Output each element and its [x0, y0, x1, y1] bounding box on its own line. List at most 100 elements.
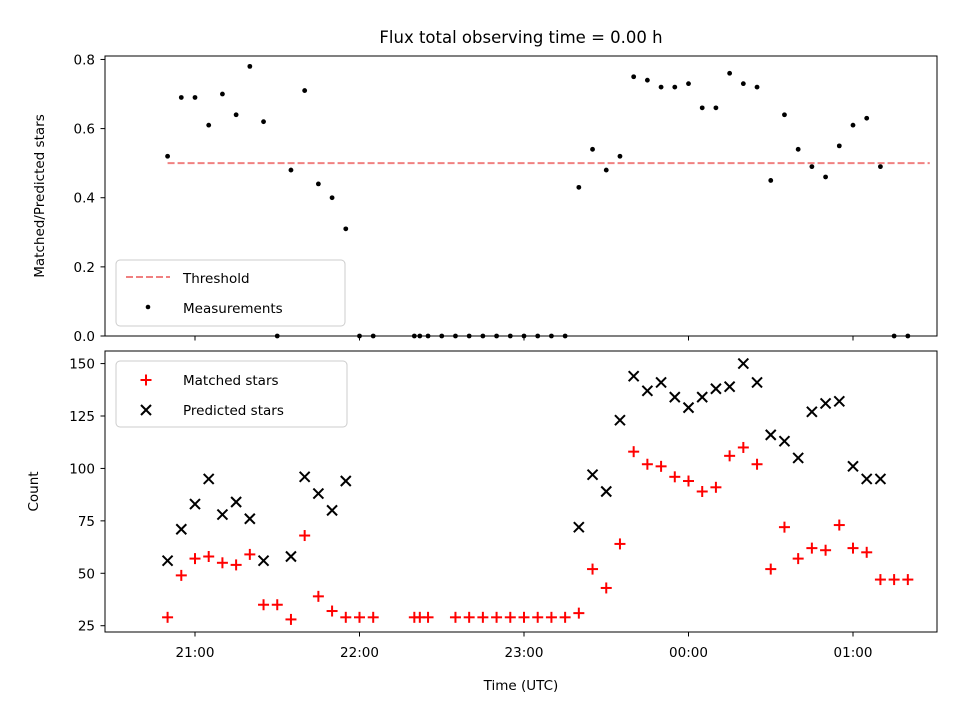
- matched-star-marker: [271, 599, 283, 611]
- matched-star-marker: [559, 611, 571, 623]
- matched-star-marker: [833, 519, 845, 531]
- measurement-point: [192, 95, 198, 100]
- measurement-point: [754, 84, 760, 90]
- legend-predicted-label: Predicted stars: [183, 403, 284, 419]
- matched-star-marker: [806, 542, 818, 554]
- ratio-y-tick-label: 0.8: [74, 52, 95, 68]
- predicted-star-marker: [298, 471, 311, 483]
- ratio-panel: Flux total observing time = 0.00 h Match…: [32, 28, 938, 345]
- matched-star-marker: [491, 611, 503, 623]
- measurement-point: [782, 112, 787, 118]
- predicted-star-marker: [285, 550, 297, 563]
- predicted-star-marker: [326, 504, 338, 517]
- matched-star-marker: [203, 551, 215, 563]
- matched-star-marker: [820, 544, 832, 556]
- ratio-y-axis-label: Matched/Predicted stars: [32, 114, 48, 277]
- matched-star-marker: [710, 481, 722, 493]
- predicted-star-marker: [737, 357, 750, 370]
- matched-star-marker: [902, 574, 914, 586]
- count-y-tick-label: 25: [78, 619, 95, 635]
- matched-star-marker: [669, 471, 681, 483]
- measurement-point: [878, 164, 883, 170]
- ratio-legend: Threshold Measurements: [115, 259, 346, 327]
- ratio-y-ticks: 0.0 0.2 0.4 0.6 0.8: [74, 52, 105, 345]
- matched-star-marker: [449, 611, 461, 623]
- measurement-point: [261, 119, 266, 125]
- measurement-point: [713, 105, 719, 111]
- measurement-point: [302, 88, 308, 93]
- measurement-point: [247, 63, 253, 69]
- matched-star-marker: [628, 446, 640, 458]
- legend-plus-marker: [140, 374, 152, 386]
- legend-predicted-swatch: [140, 404, 152, 416]
- measurement-point: [220, 91, 225, 97]
- legend-measurements-swatch: [145, 304, 151, 310]
- predicted-star-marker: [614, 414, 626, 426]
- matched-star-marker: [641, 458, 653, 470]
- count-x-ticks: 21:00 22:00 23:00 00:00 01:00: [176, 632, 872, 661]
- count-axes-frame: [104, 350, 938, 633]
- ratio-legend-box: [115, 259, 346, 327]
- ratio-y-tick-label: 0.2: [74, 260, 95, 276]
- matched-star-marker: [299, 530, 311, 542]
- predicted-star-marker: [340, 475, 352, 487]
- measurement-point: [864, 115, 870, 121]
- measurement-point: [823, 174, 828, 180]
- measurement-point: [617, 153, 623, 159]
- measurement-point: [768, 178, 774, 183]
- matched-star-marker: [162, 611, 174, 623]
- count-y-tick-label: 125: [69, 409, 95, 425]
- matched-star-marker: [545, 611, 557, 623]
- measurement-point: [343, 226, 349, 232]
- matched-star-marker: [477, 611, 489, 623]
- predicted-star-marker: [244, 513, 256, 525]
- measurement-point: [672, 84, 678, 90]
- measurement-point: [590, 146, 595, 152]
- count-y-tick-label: 50: [78, 566, 95, 582]
- ratio-y-tick-label: 0.4: [74, 191, 95, 207]
- predicted-star-marker: [696, 391, 708, 403]
- predicted-star-marker: [175, 523, 187, 535]
- legend-matched-swatch: [140, 374, 152, 386]
- predicted-star-marker: [792, 452, 804, 464]
- legend-matched-label: Matched stars: [183, 373, 279, 389]
- predicted-star-marker: [861, 473, 873, 485]
- measurement-point: [206, 122, 212, 128]
- matched-star-marker: [532, 611, 544, 623]
- legend-x-marker: [140, 404, 152, 416]
- matched-star-marker: [751, 458, 763, 470]
- predicted-star-marker: [203, 473, 215, 485]
- measurement-point: [686, 81, 691, 87]
- matched-star-marker: [244, 548, 256, 560]
- measurement-point: [740, 81, 746, 87]
- ratio-axes-frame: [104, 55, 938, 337]
- count-y-ticks: 25 50 75 100 125 150: [69, 357, 105, 635]
- count-y-tick-label: 75: [78, 514, 95, 530]
- count-y-axis-label: Count: [26, 471, 42, 511]
- x-tick-label: 23:00: [505, 645, 544, 661]
- matched-star-marker: [354, 611, 365, 623]
- matched-star-marker: [518, 611, 530, 623]
- matched-star-marker: [504, 611, 516, 623]
- predicted-star-marker: [257, 554, 270, 567]
- matched-star-marker: [340, 611, 352, 623]
- predicted-star-marker: [161, 554, 174, 567]
- predicted-star-marker: [586, 469, 599, 481]
- measurement-point: [850, 122, 856, 128]
- predicted-star-marker: [655, 376, 667, 389]
- x-axis-label: Time (UTC): [483, 678, 559, 694]
- matched-star-marker: [587, 563, 599, 575]
- x-tick-label: 00:00: [669, 645, 708, 661]
- measurement-point: [288, 167, 294, 173]
- chart-title: Flux total observing time = 0.00 h: [379, 28, 662, 47]
- predicted-star-marker: [723, 380, 736, 393]
- measurement-points: [165, 63, 911, 339]
- measurement-point: [315, 181, 321, 187]
- matched-star-markers: [162, 441, 914, 625]
- count-legend-box: [115, 360, 348, 428]
- measurement-point: [603, 167, 609, 173]
- matched-star-marker: [422, 611, 434, 623]
- matched-star-marker: [600, 582, 612, 594]
